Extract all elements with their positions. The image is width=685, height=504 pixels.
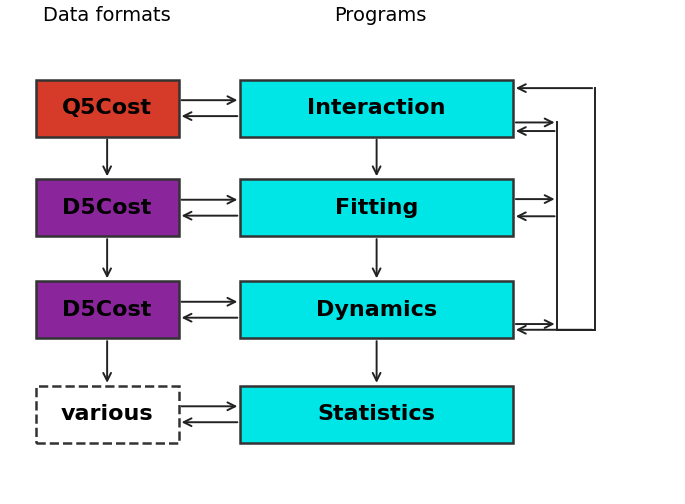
- Text: Data formats: Data formats: [43, 6, 171, 25]
- Text: Q5Cost: Q5Cost: [62, 98, 152, 118]
- FancyBboxPatch shape: [36, 386, 179, 443]
- Text: Interaction: Interaction: [308, 98, 446, 118]
- Text: Statistics: Statistics: [318, 404, 436, 424]
- Text: D5Cost: D5Cost: [62, 300, 152, 320]
- Text: Fitting: Fitting: [335, 198, 419, 218]
- FancyBboxPatch shape: [240, 179, 513, 236]
- FancyBboxPatch shape: [240, 80, 513, 137]
- FancyBboxPatch shape: [240, 386, 513, 443]
- Text: D5Cost: D5Cost: [62, 198, 152, 218]
- FancyBboxPatch shape: [240, 281, 513, 338]
- Text: various: various: [61, 404, 153, 424]
- FancyBboxPatch shape: [36, 281, 179, 338]
- FancyBboxPatch shape: [36, 179, 179, 236]
- Text: Dynamics: Dynamics: [316, 300, 437, 320]
- FancyBboxPatch shape: [36, 80, 179, 137]
- Text: Programs: Programs: [334, 6, 426, 25]
